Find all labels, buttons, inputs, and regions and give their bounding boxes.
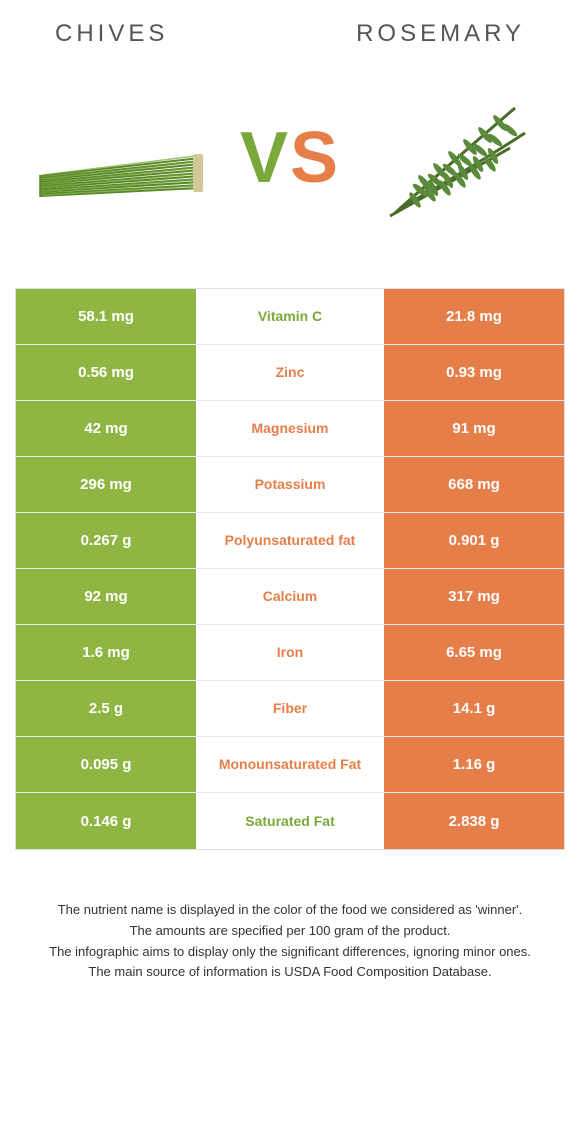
nutrient-label: Fiber — [196, 681, 384, 736]
vs-label: VS — [240, 117, 340, 199]
value-chives: 1.6 mg — [16, 625, 196, 680]
table-row: 0.267 gPolyunsaturated fat0.901 g — [16, 513, 564, 569]
vs-v: V — [240, 118, 290, 198]
nutrient-label: Potassium — [196, 457, 384, 512]
table-row: 42 mgMagnesium91 mg — [16, 401, 564, 457]
header-titles: CHIVES ROSEMARY — [15, 20, 565, 48]
value-chives: 42 mg — [16, 401, 196, 456]
nutrient-label: Zinc — [196, 345, 384, 400]
footer-line-3: The infographic aims to display only the… — [35, 942, 545, 963]
value-rosemary: 0.901 g — [384, 513, 564, 568]
nutrient-label: Vitamin C — [196, 289, 384, 344]
table-row: 58.1 mgVitamin C21.8 mg — [16, 289, 564, 345]
nutrient-label: Saturated Fat — [196, 793, 384, 849]
value-chives: 0.095 g — [16, 737, 196, 792]
title-rosemary: ROSEMARY — [356, 20, 525, 48]
vs-s: S — [290, 118, 340, 198]
value-rosemary: 91 mg — [384, 401, 564, 456]
value-rosemary: 2.838 g — [384, 793, 564, 849]
chives-image — [25, 88, 215, 228]
nutrient-label: Iron — [196, 625, 384, 680]
footer-line-2: The amounts are specified per 100 gram o… — [35, 921, 545, 942]
table-row: 92 mgCalcium317 mg — [16, 569, 564, 625]
nutrient-label: Calcium — [196, 569, 384, 624]
nutrient-label: Polyunsaturated fat — [196, 513, 384, 568]
value-chives: 0.146 g — [16, 793, 196, 849]
value-chives: 92 mg — [16, 569, 196, 624]
value-chives: 2.5 g — [16, 681, 196, 736]
value-rosemary: 0.93 mg — [384, 345, 564, 400]
value-rosemary: 668 mg — [384, 457, 564, 512]
value-rosemary: 1.16 g — [384, 737, 564, 792]
table-row: 1.6 mgIron6.65 mg — [16, 625, 564, 681]
footer-notes: The nutrient name is displayed in the co… — [15, 900, 565, 983]
value-rosemary: 6.65 mg — [384, 625, 564, 680]
rosemary-image — [365, 88, 555, 228]
table-row: 0.56 mgZinc0.93 mg — [16, 345, 564, 401]
value-chives: 0.267 g — [16, 513, 196, 568]
value-chives: 296 mg — [16, 457, 196, 512]
title-chives: CHIVES — [55, 20, 168, 48]
nutrient-label: Magnesium — [196, 401, 384, 456]
table-row: 296 mgPotassium668 mg — [16, 457, 564, 513]
nutrient-table: 58.1 mgVitamin C21.8 mg0.56 mgZinc0.93 m… — [15, 288, 565, 850]
value-rosemary: 317 mg — [384, 569, 564, 624]
value-chives: 58.1 mg — [16, 289, 196, 344]
value-rosemary: 21.8 mg — [384, 289, 564, 344]
footer-line-1: The nutrient name is displayed in the co… — [35, 900, 545, 921]
footer-line-4: The main source of information is USDA F… — [35, 962, 545, 983]
table-row: 0.146 gSaturated Fat2.838 g — [16, 793, 564, 849]
table-row: 2.5 gFiber14.1 g — [16, 681, 564, 737]
value-rosemary: 14.1 g — [384, 681, 564, 736]
table-row: 0.095 gMonounsaturated Fat1.16 g — [16, 737, 564, 793]
value-chives: 0.56 mg — [16, 345, 196, 400]
hero-row: VS — [15, 68, 565, 248]
nutrient-label: Monounsaturated Fat — [196, 737, 384, 792]
